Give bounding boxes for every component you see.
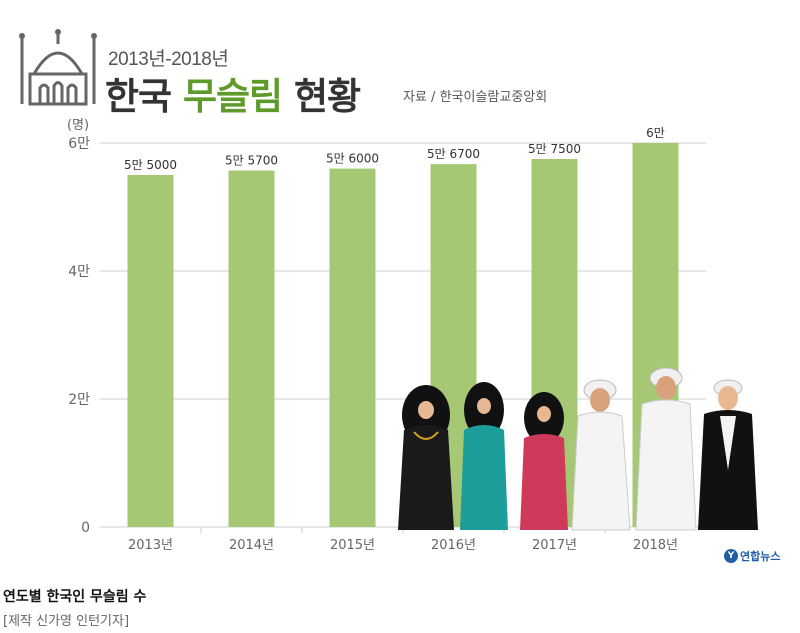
x-tick-label: 2016년 (431, 538, 476, 553)
person-figure (698, 379, 758, 530)
y-axis-label: (명) (67, 118, 89, 133)
person-figure (520, 392, 568, 530)
person-figure (398, 385, 454, 530)
data-label: 5만 6000 (326, 152, 379, 166)
figure-credit: [제작 신가영 인턴기자] (3, 614, 130, 629)
bar (127, 175, 174, 527)
data-label: 5만 5700 (225, 154, 278, 168)
data-label: 6만 (646, 126, 665, 140)
years-range: 2013년-2018년 (108, 49, 229, 70)
data-label: 5만 7500 (528, 142, 581, 156)
logo-text: 연합뉴스 (740, 550, 781, 563)
title-suffix: 현황 (282, 75, 361, 118)
title-prefix: 한국 (105, 75, 183, 118)
person-figure (571, 379, 631, 531)
people-illustration (398, 367, 758, 531)
source-label: 자료 / 한국이슬람교중앙회 (403, 90, 548, 105)
bar (228, 170, 275, 527)
x-tick-label: 2018년 (633, 538, 678, 553)
y-tick-label: 2만 (68, 392, 90, 408)
title-accent: 무슬림 (182, 75, 283, 118)
data-label: 5만 5000 (124, 158, 177, 172)
data-label: 5만 6700 (427, 147, 480, 161)
mosque-icon (19, 29, 97, 106)
y-tick-label: 6만 (68, 136, 90, 152)
x-tick-label: 2015년 (330, 538, 375, 553)
y-tick-label: 4만 (68, 264, 90, 280)
x-tick-label: 2014년 (229, 538, 274, 553)
yonhap-logo: Y 연합뉴스 (724, 548, 780, 564)
page-title: 한국 무슬림 현황 (105, 66, 361, 120)
yonhap-logo-icon: Y (724, 549, 738, 563)
y-tick-label: 0 (81, 520, 90, 536)
figure-caption: 연도별 한국인 무슬림 수 (3, 589, 147, 605)
person-figure (635, 367, 697, 531)
x-tick-label: 2017년 (532, 538, 577, 553)
x-tick-label: 2013년 (128, 538, 173, 553)
bar (329, 168, 376, 527)
person-figure (460, 382, 508, 530)
